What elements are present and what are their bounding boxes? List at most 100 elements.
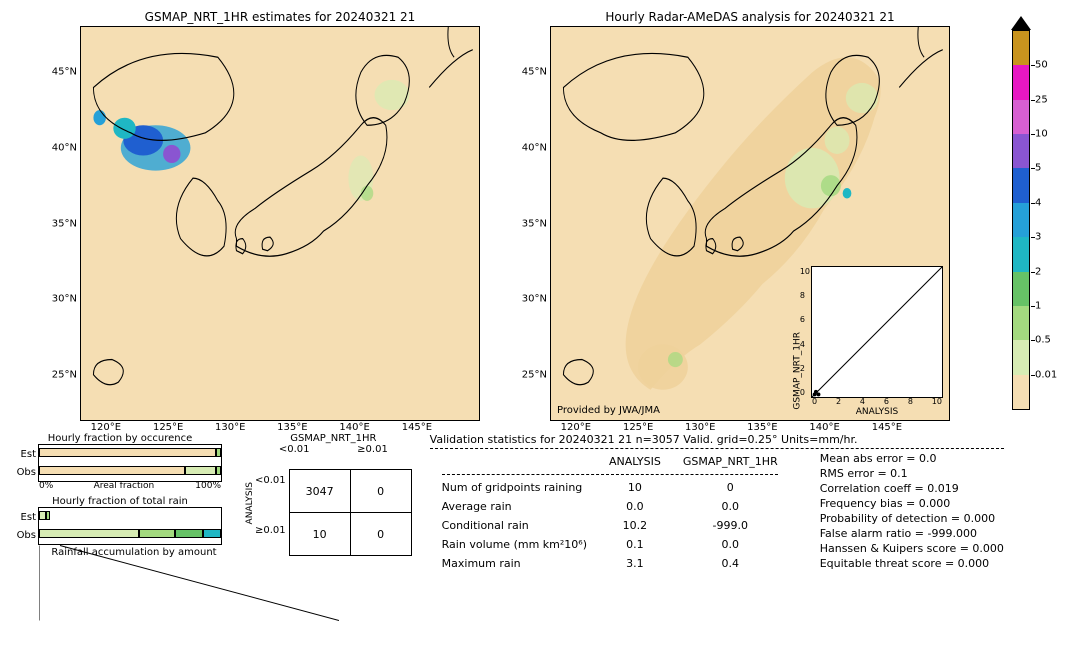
hfo-xleft: 0%	[39, 481, 53, 491]
ct-cell-10: 10	[289, 513, 350, 556]
inset-ytick: 10	[800, 267, 810, 276]
ytick: 25°N	[522, 369, 551, 380]
coastline	[93, 27, 472, 385]
val-row-label: Conditional rain	[432, 517, 597, 534]
colorbar-label: 2	[1035, 266, 1041, 277]
scatter-inset: 0 2 4 6 8 10 0 2 4 6 8 10 ANALYSIS GSMAP…	[811, 266, 943, 398]
val-metric: RMS error = 0.1	[820, 466, 1004, 481]
xtick: 130°E	[685, 420, 715, 433]
hbar-segment	[203, 529, 221, 538]
hbar-segment	[185, 466, 216, 475]
hbar-segment	[39, 511, 46, 520]
validation-stats: Validation statistics for 20240321 21 n=…	[430, 433, 1004, 574]
ct-col-header: GSMAP_NRT_1HR	[255, 433, 412, 444]
ct-col1: ≥0.01	[357, 444, 388, 455]
map-left: GSMAP_NRT_1HR estimates for 20240321 21	[80, 10, 480, 421]
val-row-g: 0.0	[673, 536, 788, 553]
ytick: 45°N	[52, 67, 81, 78]
inset-ytick: 6	[800, 315, 810, 324]
hbar-segment	[216, 448, 221, 457]
val-metric: False alarm ratio = -999.000	[820, 526, 1004, 541]
ct-row0: <0.01	[255, 475, 286, 486]
inset-xtick: 2	[836, 397, 841, 406]
hbar-segment	[39, 529, 139, 538]
xtick: 120°E	[91, 420, 121, 433]
hft-chart: Est Obs	[38, 507, 222, 545]
colorbar-label: 0.01	[1035, 369, 1057, 380]
val-row-g: 0.0	[673, 498, 788, 515]
hft-row-est: Est	[21, 512, 39, 523]
val-row-a: 10.2	[599, 517, 671, 534]
hft-title: Hourly fraction of total rain	[10, 496, 230, 507]
ct-row1: ≥0.01	[255, 525, 286, 536]
val-row-a: 10	[599, 479, 671, 496]
ct-cell-01: 0	[350, 470, 411, 513]
hfo-row-obs: Obs	[17, 467, 39, 478]
inset-ylabel: GSMAP_NRT_1HR	[793, 332, 803, 410]
val-col-g: GSMAP_NRT_1HR	[673, 453, 788, 470]
ytick: 40°N	[52, 143, 81, 154]
val-row-a: 3.1	[599, 555, 671, 572]
inset-xtick: 4	[860, 397, 865, 406]
colorbar-label: 50	[1035, 60, 1048, 71]
xtick: 135°E	[277, 420, 307, 433]
map-left-title: GSMAP_NRT_1HR estimates for 20240321 21	[80, 10, 480, 24]
val-metric: Hanssen & Kuipers score = 0.000	[820, 541, 1004, 556]
validation-title: Validation statistics for 20240321 21 n=…	[430, 433, 1004, 446]
map-right: Hourly Radar-AMeDAS analysis for 2024032…	[550, 10, 950, 421]
hfo-chart: Est Obs 0% Areal fraction 100%	[38, 444, 222, 482]
val-row-label: Average rain	[432, 498, 597, 515]
val-row-a: 0.1	[599, 536, 671, 553]
val-row-g: 0	[673, 479, 788, 496]
inset-xtick: 6	[884, 397, 889, 406]
colorbar-label: 0.5	[1035, 335, 1051, 346]
colorbar-label: 3	[1035, 232, 1041, 243]
xtick: 145°E	[872, 420, 902, 433]
val-metric: Mean abs error = 0.0	[820, 451, 1004, 466]
hbar-segment	[139, 529, 175, 538]
ct-cell-11: 0	[350, 513, 411, 556]
val-metric: Frequency bias = 0.000	[820, 496, 1004, 511]
val-row-g: 0.4	[673, 555, 788, 572]
hourly-fraction-section: Hourly fraction by occurence Est Obs 0% …	[10, 433, 230, 574]
val-metric: Probability of detection = 0.000	[820, 511, 1004, 526]
inset-xtick: 10	[932, 397, 942, 406]
colorbar-label: 4	[1035, 197, 1041, 208]
hfo-xright: 100%	[195, 481, 221, 491]
xtick: 140°E	[339, 420, 369, 433]
ytick: 40°N	[522, 143, 551, 154]
provided-by: Provided by JWA/JMA	[557, 405, 660, 416]
val-metric: Correlation coeff = 0.019	[820, 481, 1004, 496]
val-col-a: ANALYSIS	[599, 453, 671, 470]
precip-gsmap	[93, 80, 409, 201]
ytick: 45°N	[522, 67, 551, 78]
ytick: 30°N	[522, 293, 551, 304]
hfo-xlabel: Areal fraction	[94, 481, 155, 491]
map-right-title: Hourly Radar-AMeDAS analysis for 2024032…	[550, 10, 950, 24]
hfo-title: Hourly fraction by occurence	[10, 433, 230, 444]
hbar-segment	[39, 448, 216, 457]
hfo-row-est: Est	[21, 449, 39, 460]
val-row-g: -999.0	[673, 517, 788, 534]
hbar-segment	[216, 466, 221, 475]
contingency-table: ANALYSIS GSMAP_NRT_1HR <0.01 ≥0.01 <0.01…	[245, 433, 412, 574]
colorbar-label: 1	[1035, 300, 1041, 311]
xtick: 145°E	[402, 420, 432, 433]
inset-xtick: 0	[812, 397, 817, 406]
hbar-segment	[175, 529, 202, 538]
colorbar: 0.010.512345102550	[1012, 30, 1030, 410]
inset-ytick: 8	[800, 291, 810, 300]
val-row-label: Num of gridpoints raining	[432, 479, 597, 496]
xtick: 140°E	[809, 420, 839, 433]
inset-xlabel: ANALYSIS	[812, 407, 942, 417]
hbar-segment	[46, 511, 50, 520]
ytick: 25°N	[52, 369, 81, 380]
val-row-a: 0.0	[599, 498, 671, 515]
hft-row-obs: Obs	[17, 530, 39, 541]
val-row-label: Rain volume (mm km²10⁶)	[432, 536, 597, 553]
ct-cell-00: 3047	[289, 470, 350, 513]
colorbar-label: 5	[1035, 163, 1041, 174]
xtick: 120°E	[561, 420, 591, 433]
xtick: 125°E	[153, 420, 183, 433]
xtick: 130°E	[215, 420, 245, 433]
